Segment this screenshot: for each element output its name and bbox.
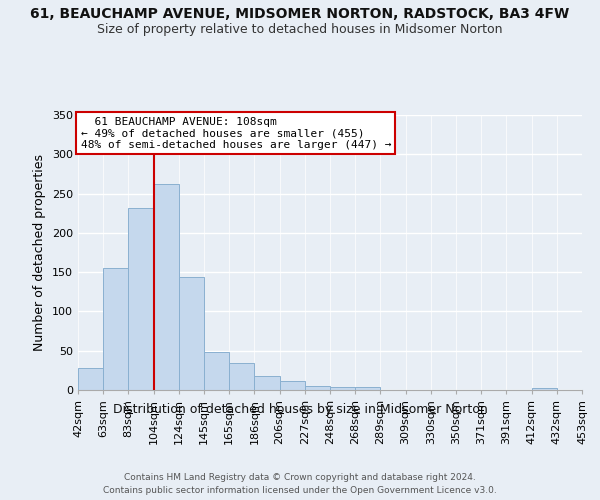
Bar	[78, 368, 103, 390]
Y-axis label: Number of detached properties: Number of detached properties	[34, 154, 46, 351]
Text: 61, BEAUCHAMP AVENUE, MIDSOMER NORTON, RADSTOCK, BA3 4FW: 61, BEAUCHAMP AVENUE, MIDSOMER NORTON, R…	[31, 8, 569, 22]
Text: Contains public sector information licensed under the Open Government Licence v3: Contains public sector information licen…	[103, 486, 497, 495]
Text: Contains HM Land Registry data © Crown copyright and database right 2024.: Contains HM Land Registry data © Crown c…	[124, 472, 476, 482]
Bar	[532, 388, 557, 390]
Bar	[154, 184, 179, 390]
Bar	[128, 208, 154, 390]
Bar	[355, 387, 380, 390]
Bar	[204, 352, 229, 390]
Bar	[229, 362, 254, 390]
Bar	[305, 386, 330, 390]
Bar	[254, 376, 280, 390]
Text: Size of property relative to detached houses in Midsomer Norton: Size of property relative to detached ho…	[97, 22, 503, 36]
Bar	[280, 382, 305, 390]
Bar	[179, 277, 204, 390]
Bar	[103, 268, 128, 390]
Text: Distribution of detached houses by size in Midsomer Norton: Distribution of detached houses by size …	[113, 402, 487, 415]
Bar	[330, 387, 355, 390]
Text: 61 BEAUCHAMP AVENUE: 108sqm
← 49% of detached houses are smaller (455)
48% of se: 61 BEAUCHAMP AVENUE: 108sqm ← 49% of det…	[80, 116, 391, 150]
